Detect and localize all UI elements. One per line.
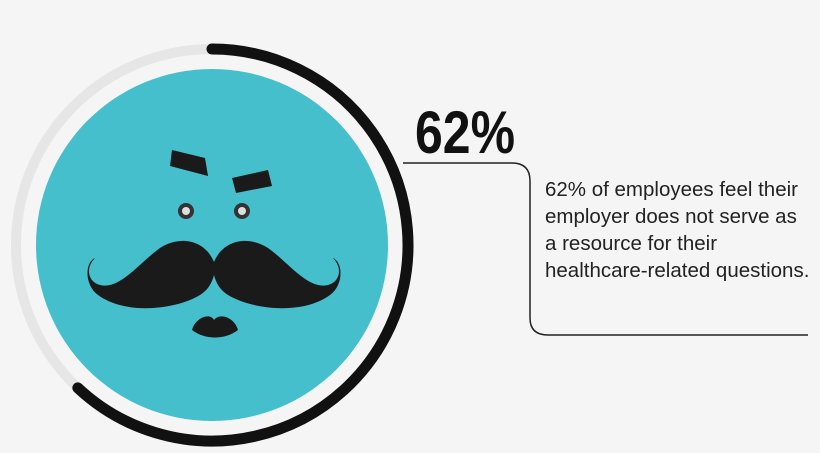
ring-arc (72, 43, 414, 447)
eye-right-shine (238, 207, 246, 215)
face (87, 150, 341, 338)
mustache (87, 240, 341, 309)
ring (11, 43, 414, 447)
eye-left-shine (182, 207, 190, 215)
mouth (192, 316, 238, 338)
eyebrow-left (170, 150, 208, 176)
callout-line (403, 162, 808, 336)
eyebrow-right (232, 170, 272, 193)
description: 62% of employees feel their employer doe… (545, 178, 810, 282)
value-label: 62% (415, 99, 515, 166)
face-disc (36, 69, 388, 421)
